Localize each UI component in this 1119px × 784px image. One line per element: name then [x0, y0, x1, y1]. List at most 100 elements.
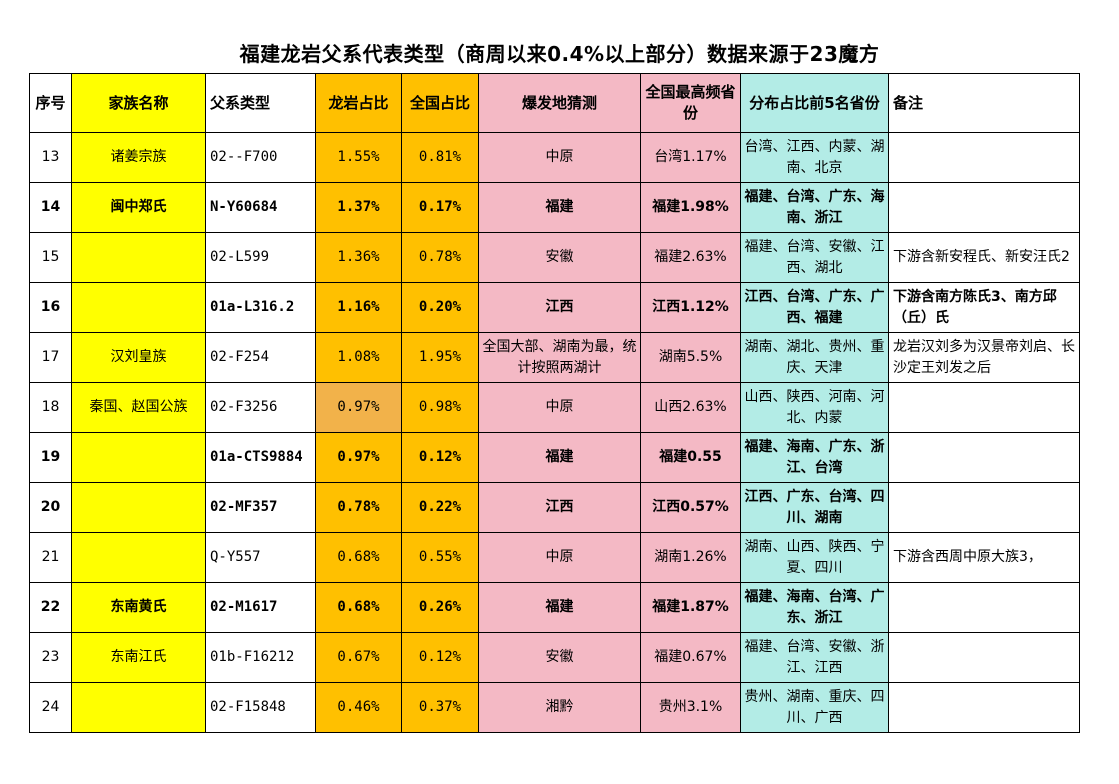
cell-top5-provinces[interactable]: 江西、广东、台湾、四川、湖南 — [740, 482, 889, 533]
cell-top5-provinces[interactable]: 湖南、湖北、贵州、重庆、天津 — [740, 332, 889, 383]
cell-note[interactable] — [888, 682, 1080, 733]
cell-national[interactable]: 0.12% — [401, 632, 479, 683]
cell-longyan[interactable]: 0.78% — [315, 482, 402, 533]
cell-national[interactable]: 0.55% — [401, 532, 479, 583]
cell-origin[interactable]: 福建 — [478, 182, 641, 233]
cell-family[interactable] — [71, 232, 206, 283]
cell-longyan[interactable]: 0.97% — [315, 432, 402, 483]
col-header-origin[interactable]: 爆发地猜测 — [478, 73, 641, 133]
cell-seq[interactable]: 16 — [29, 282, 72, 333]
cell-note[interactable] — [888, 582, 1080, 633]
cell-national[interactable]: 0.22% — [401, 482, 479, 533]
col-header-top5[interactable]: 分布占比前5名省份 — [740, 73, 889, 133]
cell-top5-provinces[interactable]: 福建、台湾、安徽、江西、湖北 — [740, 232, 889, 283]
cell-origin[interactable]: 江西 — [478, 282, 641, 333]
cell-note[interactable] — [888, 132, 1080, 183]
cell-origin[interactable]: 福建 — [478, 432, 641, 483]
cell-top5-provinces[interactable]: 福建、台湾、安徽、浙江、江西 — [740, 632, 889, 683]
cell-seq[interactable]: 19 — [29, 432, 72, 483]
cell-seq[interactable]: 18 — [29, 382, 72, 433]
cell-longyan[interactable]: 1.08% — [315, 332, 402, 383]
col-header-type[interactable]: 父系类型 — [205, 73, 316, 133]
cell-type[interactable]: 02-F15848 — [205, 682, 316, 733]
cell-seq[interactable]: 14 — [29, 182, 72, 233]
cell-seq[interactable]: 13 — [29, 132, 72, 183]
cell-top-province[interactable]: 江西0.57% — [640, 482, 741, 533]
cell-family[interactable]: 秦国、赵国公族 — [71, 382, 206, 433]
cell-top-province[interactable]: 江西1.12% — [640, 282, 741, 333]
cell-national[interactable]: 1.95% — [401, 332, 479, 383]
col-header-seq[interactable]: 序号 — [29, 73, 72, 133]
cell-top5-provinces[interactable]: 江西、台湾、广东、广西、福建 — [740, 282, 889, 333]
cell-top-province[interactable]: 山西2.63% — [640, 382, 741, 433]
cell-origin[interactable]: 中原 — [478, 382, 641, 433]
cell-top5-provinces[interactable]: 山西、陕西、河南、河北、内蒙 — [740, 382, 889, 433]
cell-type[interactable]: 01a-CTS9884 — [205, 432, 316, 483]
col-header-family[interactable]: 家族名称 — [71, 73, 206, 133]
cell-longyan[interactable]: 1.16% — [315, 282, 402, 333]
cell-family[interactable]: 汉刘皇族 — [71, 332, 206, 383]
col-header-top-province[interactable]: 全国最高频省份 — [640, 73, 741, 133]
cell-longyan[interactable]: 0.68% — [315, 532, 402, 583]
cell-note[interactable]: 下游含西周中原大族3， — [888, 532, 1080, 583]
cell-top-province[interactable]: 福建0.67% — [640, 632, 741, 683]
cell-national[interactable]: 0.81% — [401, 132, 479, 183]
cell-national[interactable]: 0.12% — [401, 432, 479, 483]
cell-national[interactable]: 0.37% — [401, 682, 479, 733]
cell-seq[interactable]: 22 — [29, 582, 72, 633]
cell-top-province[interactable]: 福建0.55 — [640, 432, 741, 483]
cell-seq[interactable]: 21 — [29, 532, 72, 583]
col-header-longyan[interactable]: 龙岩占比 — [315, 73, 402, 133]
cell-top5-provinces[interactable]: 福建、海南、广东、浙江、台湾 — [740, 432, 889, 483]
cell-national[interactable]: 0.20% — [401, 282, 479, 333]
cell-type[interactable]: 02-F3256 — [205, 382, 316, 433]
cell-family[interactable] — [71, 482, 206, 533]
cell-top5-provinces[interactable]: 台湾、江西、内蒙、湖南、北京 — [740, 132, 889, 183]
cell-seq[interactable]: 15 — [29, 232, 72, 283]
cell-origin[interactable]: 湘黔 — [478, 682, 641, 733]
cell-top-province[interactable]: 台湾1.17% — [640, 132, 741, 183]
cell-top5-provinces[interactable]: 福建、海南、台湾、广东、浙江 — [740, 582, 889, 633]
cell-origin[interactable]: 安徽 — [478, 632, 641, 683]
col-header-note[interactable]: 备注 — [888, 73, 1080, 133]
cell-top5-provinces[interactable]: 湖南、山西、陕西、宁夏、四川 — [740, 532, 889, 583]
cell-national[interactable]: 0.26% — [401, 582, 479, 633]
cell-longyan[interactable]: 0.97% — [315, 382, 402, 433]
cell-longyan[interactable]: 0.67% — [315, 632, 402, 683]
cell-national[interactable]: 0.98% — [401, 382, 479, 433]
cell-top-province[interactable]: 福建1.98% — [640, 182, 741, 233]
cell-family[interactable] — [71, 682, 206, 733]
cell-note[interactable] — [888, 432, 1080, 483]
cell-type[interactable]: N-Y60684 — [205, 182, 316, 233]
col-header-national[interactable]: 全国占比 — [401, 73, 479, 133]
cell-seq[interactable]: 24 — [29, 682, 72, 733]
cell-origin[interactable]: 全国大部、湖南为最，统计按照两湖计 — [478, 332, 641, 383]
cell-family[interactable]: 闽中郑氏 — [71, 182, 206, 233]
cell-origin[interactable]: 福建 — [478, 582, 641, 633]
cell-family[interactable] — [71, 282, 206, 333]
cell-national[interactable]: 0.17% — [401, 182, 479, 233]
cell-note[interactable]: 龙岩汉刘多为汉景帝刘启、长沙定王刘发之后 — [888, 332, 1080, 383]
cell-seq[interactable]: 17 — [29, 332, 72, 383]
cell-note[interactable]: 下游含南方陈氏3、南方邱（丘）氏 — [888, 282, 1080, 333]
cell-note[interactable] — [888, 482, 1080, 533]
cell-longyan[interactable]: 0.46% — [315, 682, 402, 733]
cell-national[interactable]: 0.78% — [401, 232, 479, 283]
cell-type[interactable]: Q-Y557 — [205, 532, 316, 583]
cell-type[interactable]: 01b-F16212 — [205, 632, 316, 683]
cell-top5-provinces[interactable]: 福建、台湾、广东、海南、浙江 — [740, 182, 889, 233]
cell-note[interactable] — [888, 182, 1080, 233]
cell-note[interactable] — [888, 382, 1080, 433]
cell-top5-provinces[interactable]: 贵州、湖南、重庆、四川、广西 — [740, 682, 889, 733]
cell-family[interactable] — [71, 432, 206, 483]
cell-family[interactable]: 东南黄氏 — [71, 582, 206, 633]
cell-longyan[interactable]: 1.36% — [315, 232, 402, 283]
cell-note[interactable]: 下游含新安程氏、新安汪氏2 — [888, 232, 1080, 283]
cell-top-province[interactable]: 福建1.87% — [640, 582, 741, 633]
cell-note[interactable] — [888, 632, 1080, 683]
cell-seq[interactable]: 23 — [29, 632, 72, 683]
cell-type[interactable]: 02--F700 — [205, 132, 316, 183]
cell-type[interactable]: 02-L599 — [205, 232, 316, 283]
cell-origin[interactable]: 中原 — [478, 132, 641, 183]
cell-seq[interactable]: 20 — [29, 482, 72, 533]
